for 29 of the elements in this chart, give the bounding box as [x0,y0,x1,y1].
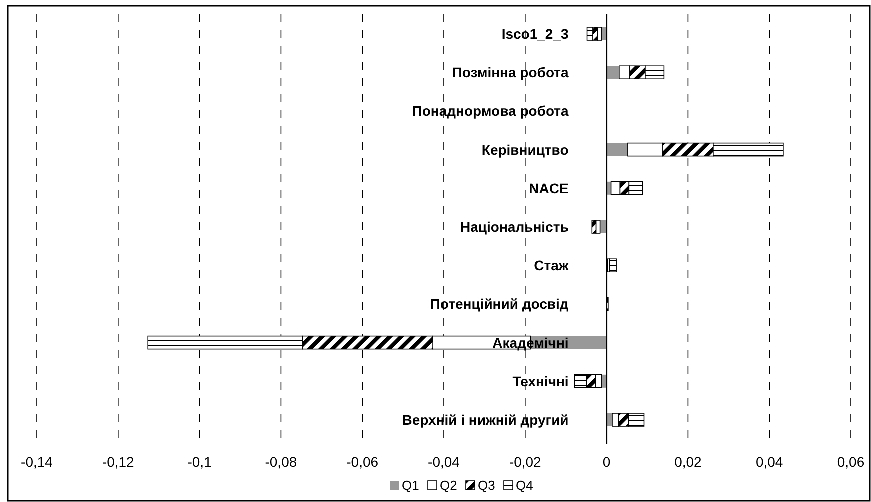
y-tick-label: Академічні [492,334,569,351]
x-tick-label: -0,12 [102,454,135,470]
y-tick-label: NACE [529,180,569,196]
bar [606,143,628,156]
y-tick-label: Потенційний досвід [430,296,569,312]
legend-label: Q2 [440,478,458,493]
x-tick-label: 0,06 [837,454,865,470]
y-tick-label: Стаж [534,258,570,274]
x-tick-label: -0,1 [188,454,212,470]
legend-label: Q4 [516,478,534,493]
legend-label: Q1 [402,478,420,493]
x-tick-label: -0,06 [346,454,379,470]
legend-label: Q3 [478,478,496,493]
bar [597,27,602,41]
y-tick-label: Керівництво [482,142,569,158]
x-tick-label: 0,04 [756,454,784,470]
bar [592,220,597,234]
y-tick-label: Верхній і нижній другий [402,412,569,428]
x-tick-label: 0 [602,454,611,470]
x-tick-label: 0,02 [674,454,702,470]
y-tick-label: Національність [460,219,570,235]
y-tick-label: Понаднормова робота [412,103,570,120]
x-tick-label: -0,02 [509,454,542,470]
x-tick-label: -0,14 [21,454,54,470]
x-tick-label: -0,08 [265,454,298,470]
x-tick-label: -0,04 [428,454,460,470]
y-tick-label: Позмінна робота [452,64,569,81]
y-tick-label: Технічні [512,373,569,390]
bar [606,66,620,80]
